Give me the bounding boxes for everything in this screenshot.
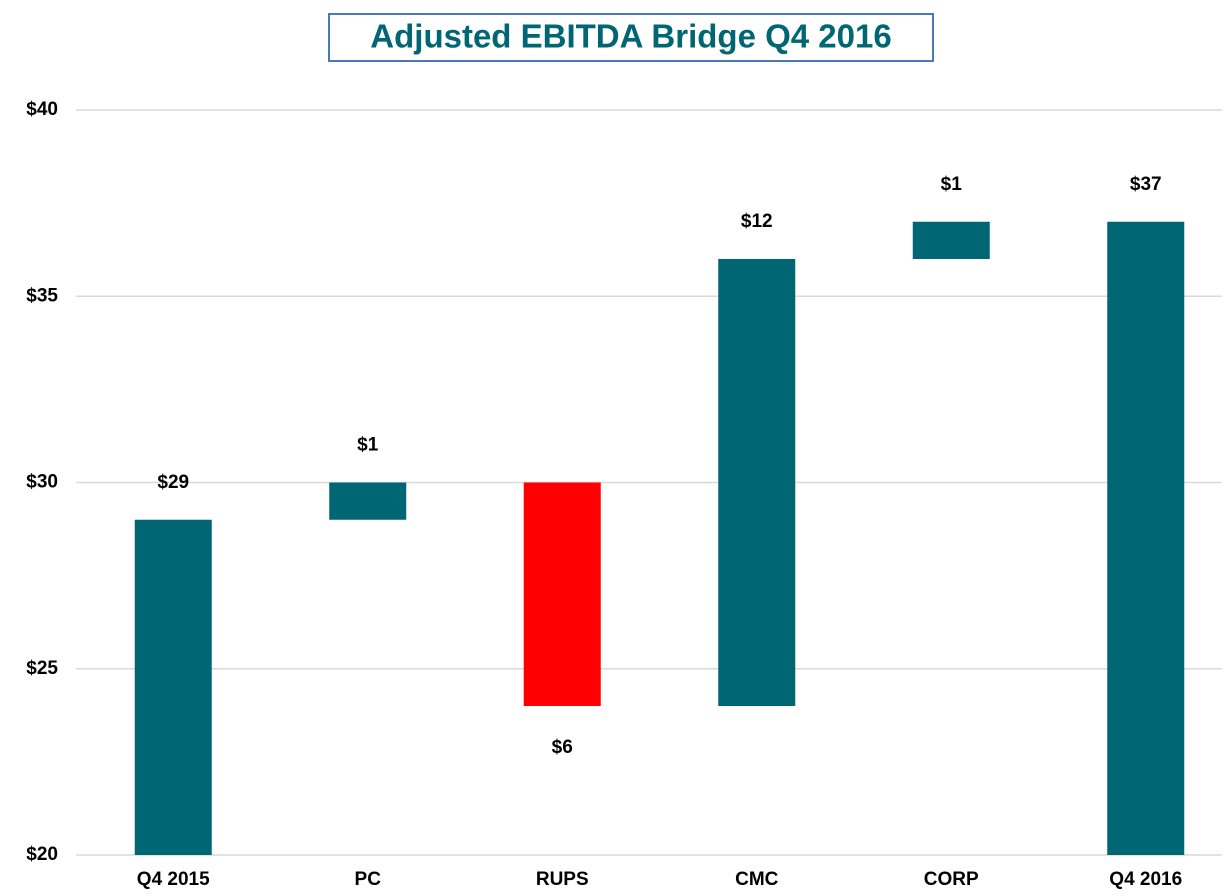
value-label: $1 bbox=[357, 435, 379, 456]
bar bbox=[912, 221, 990, 259]
y-tick-label: $30 bbox=[26, 472, 58, 493]
y-tick-label: $35 bbox=[26, 285, 58, 306]
bar bbox=[134, 519, 212, 855]
x-tick-label: RUPS bbox=[536, 869, 589, 890]
bar bbox=[329, 482, 407, 520]
x-tick-label: CORP bbox=[924, 869, 979, 890]
value-label: $12 bbox=[741, 211, 773, 232]
y-tick-label: $20 bbox=[26, 844, 58, 865]
y-tick-label: $25 bbox=[26, 658, 58, 679]
y-tick-label: $40 bbox=[26, 99, 58, 120]
title-box bbox=[328, 13, 934, 62]
value-label: $6 bbox=[552, 737, 573, 758]
bar bbox=[523, 482, 601, 706]
x-tick-label: CMC bbox=[735, 869, 779, 890]
x-tick-label: PC bbox=[355, 869, 382, 890]
value-label: $29 bbox=[157, 472, 189, 493]
x-tick-label: Q4 2015 bbox=[137, 869, 210, 890]
bar bbox=[718, 259, 796, 706]
chart-title: Adjusted EBITDA Bridge Q4 2016 bbox=[370, 18, 891, 55]
bar bbox=[1107, 221, 1185, 855]
value-label: $37 bbox=[1130, 174, 1162, 195]
x-tick-label: Q4 2016 bbox=[1109, 869, 1182, 890]
value-label: $1 bbox=[941, 174, 963, 195]
